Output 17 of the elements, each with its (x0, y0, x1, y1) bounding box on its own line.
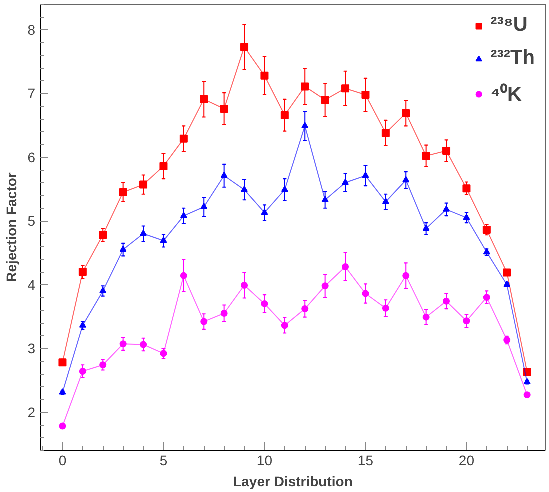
y-tick-label: 7 (28, 86, 36, 102)
y-axis-title: Rejection Factor (4, 172, 20, 282)
x-tick-label: 20 (458, 452, 475, 468)
x-tick-label: 10 (256, 452, 273, 468)
y-tick-label: 3 (28, 340, 36, 357)
legend-label: ²³⁸U (490, 14, 528, 37)
x-tick-label: 0 (58, 452, 67, 468)
x-axis-title: Layer Distribution (233, 474, 353, 490)
x-tick-label: 15 (358, 452, 374, 468)
legend-label: ²³²Th (490, 47, 535, 70)
y-tick-label: 2 (28, 404, 36, 420)
y-tick-label: 6 (28, 149, 36, 166)
y-tick-label: 8 (28, 22, 36, 38)
y-tick-label: 5 (28, 213, 36, 230)
x-tick-label: 5 (160, 452, 168, 468)
legend-label: ⁴⁰K (490, 82, 522, 107)
y-tick-label: 4 (28, 276, 36, 293)
